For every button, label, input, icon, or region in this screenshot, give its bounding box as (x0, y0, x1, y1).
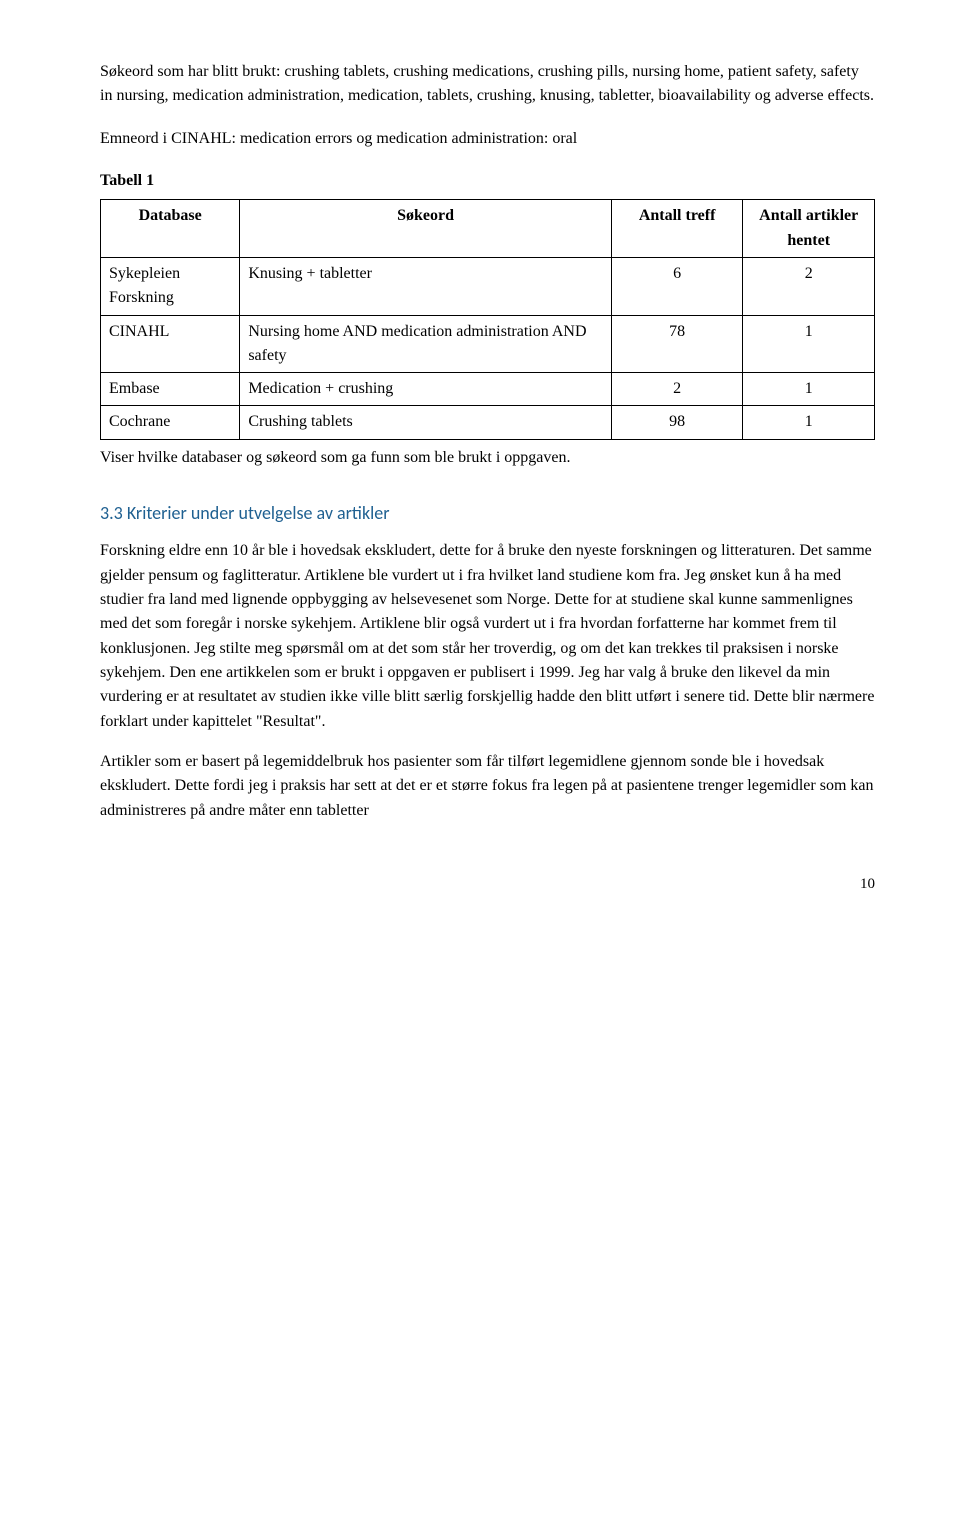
cell-search: Medication + crushing (240, 373, 612, 406)
col-hits: Antall treff (611, 200, 743, 258)
cell-articles: 1 (743, 373, 875, 406)
cell-articles: 1 (743, 315, 875, 373)
cell-db: Embase (101, 373, 240, 406)
table-row: Embase Medication + crushing 2 1 (101, 373, 875, 406)
intro-paragraph: Søkeord som har blitt brukt: crushing ta… (100, 60, 875, 109)
page-number: 10 (100, 873, 875, 896)
cell-search: Crushing tablets (240, 406, 612, 439)
cell-db: CINAHL (101, 315, 240, 373)
cell-db: Sykepleien Forskning (101, 257, 240, 315)
cell-hits: 2 (611, 373, 743, 406)
table-header-row: Database Søkeord Antall treff Antall art… (101, 200, 875, 258)
cell-search: Knusing + tabletter (240, 257, 612, 315)
cell-search: Nursing home AND medication administrati… (240, 315, 612, 373)
table-caption: Viser hvilke databaser og søkeord som ga… (100, 446, 875, 470)
col-database: Database (101, 200, 240, 258)
table-label: Tabell 1 (100, 169, 875, 193)
search-table: Database Søkeord Antall treff Antall art… (100, 199, 875, 440)
cell-hits: 78 (611, 315, 743, 373)
cell-db: Cochrane (101, 406, 240, 439)
table-row: Sykepleien Forskning Knusing + tabletter… (101, 257, 875, 315)
cell-articles: 1 (743, 406, 875, 439)
cell-hits: 98 (611, 406, 743, 439)
section-heading: 3.3 Kriterier under utvelgelse av artikl… (100, 500, 875, 527)
body-paragraph-1: Forskning eldre enn 10 år ble i hovedsak… (100, 539, 875, 734)
cell-hits: 6 (611, 257, 743, 315)
table-row: CINAHL Nursing home AND medication admin… (101, 315, 875, 373)
col-articles: Antall artikler hentet (743, 200, 875, 258)
table-row: Cochrane Crushing tablets 98 1 (101, 406, 875, 439)
body-paragraph-2: Artikler som er basert på legemiddelbruk… (100, 750, 875, 823)
emneord-paragraph: Emneord i CINAHL: medication errors og m… (100, 127, 875, 151)
cell-articles: 2 (743, 257, 875, 315)
col-search: Søkeord (240, 200, 612, 258)
